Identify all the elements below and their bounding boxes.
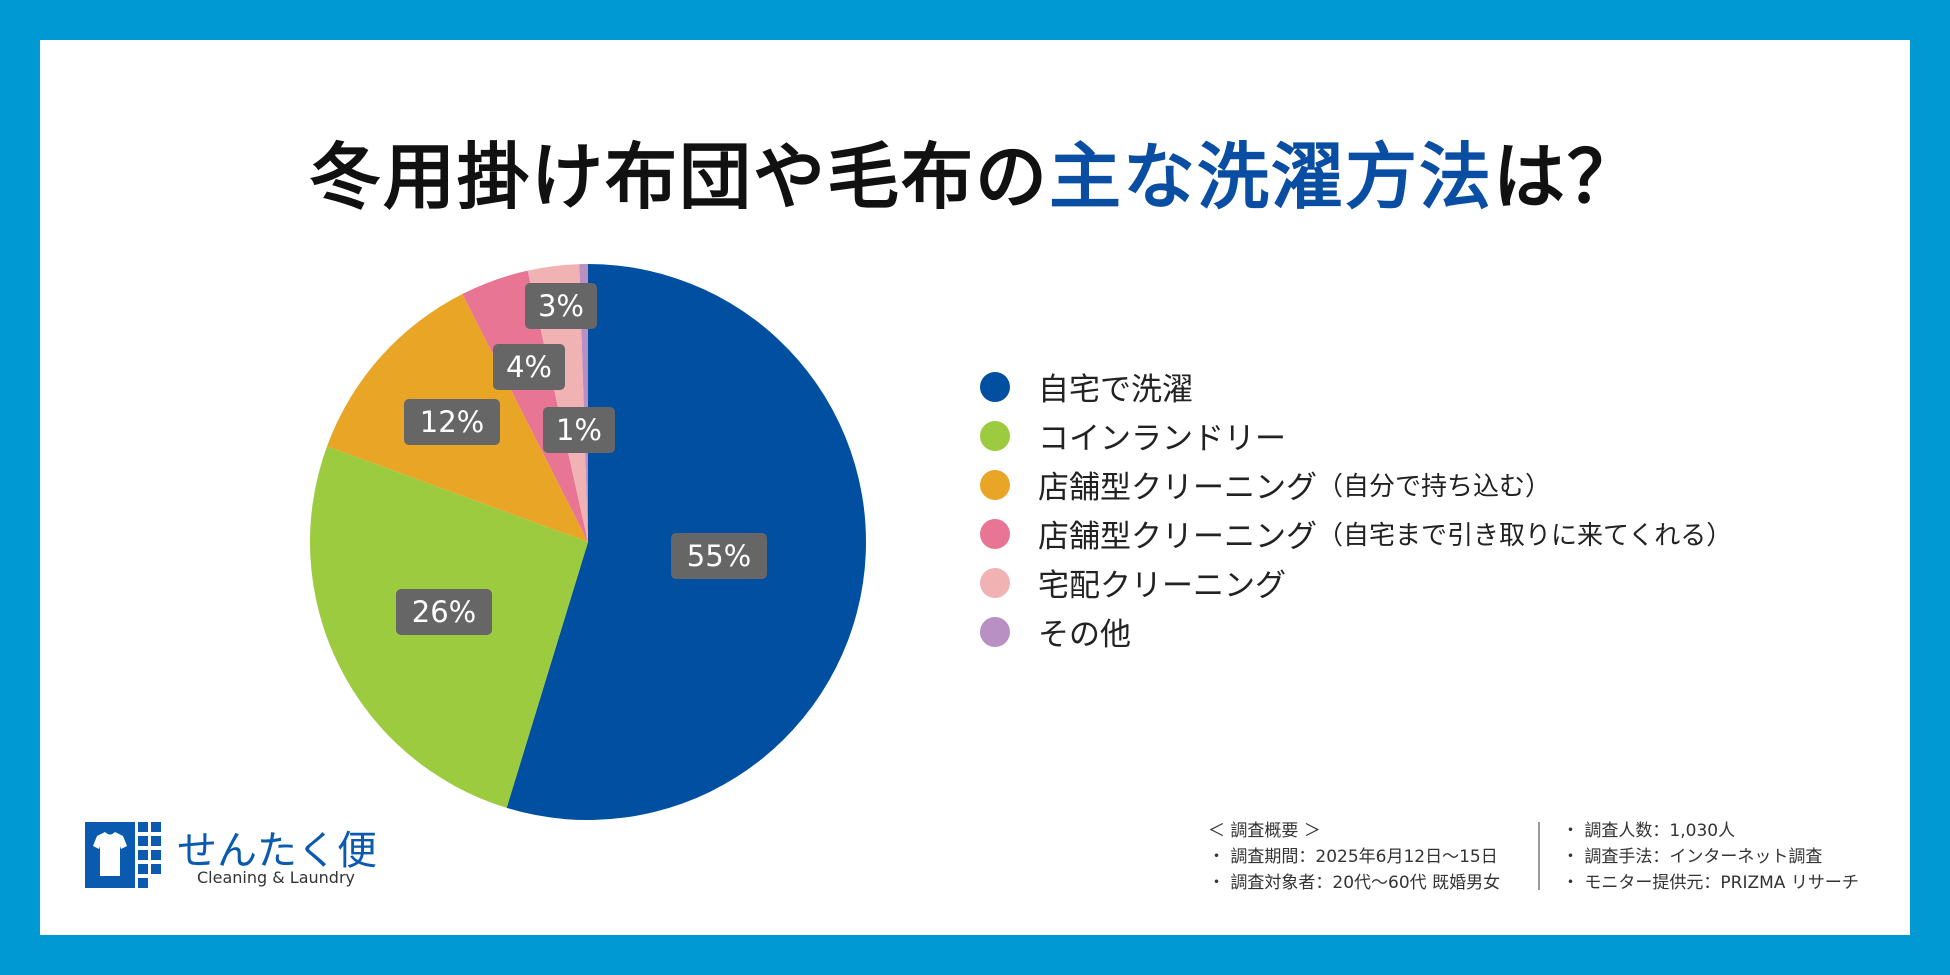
survey-summary: ＜ 調査概要 ＞ ・ 調査期間：2025年6月12日～15日 ・ 調査対象者：2… (1208, 818, 1500, 896)
survey-divider (1538, 822, 1540, 890)
slice-value-label: 12% (404, 399, 500, 445)
legend-label: 自宅で洗濯 (1038, 372, 1193, 408)
legend-label: 店舗型クリーニング (1038, 470, 1317, 506)
legend-item: 宅配クリーニング (980, 558, 1732, 607)
survey-heading: ＜ 調査概要 ＞ (1208, 821, 1321, 841)
legend-note: （自宅まで引き取りに来てくれる） (1317, 521, 1733, 551)
pie-slice (527, 264, 588, 542)
slice-value-label: 26% (396, 589, 492, 635)
svg-text:3%: 3% (538, 289, 584, 323)
legend-note: （自分で持ち込む） (1317, 472, 1552, 502)
legend-swatch (980, 567, 1010, 598)
slice-value-label: 1% (543, 407, 615, 453)
svg-text:12%: 12% (420, 405, 484, 439)
slice-value-label: 4% (493, 344, 565, 390)
legend-swatch (980, 420, 1010, 451)
legend-swatch (980, 371, 1010, 402)
survey-provider: ・ モニター提供元：PRIZMA リサーチ (1562, 873, 1859, 893)
title-highlight: 主な洗濯方法 (1048, 135, 1493, 219)
legend-item: その他 (980, 607, 1732, 656)
legend-label: 宅配クリーニング (1038, 568, 1286, 604)
title-suffix: は？ (1493, 135, 1642, 219)
legend-swatch (980, 616, 1010, 647)
survey-method: ・ 調査手法：インターネット調査 (1562, 847, 1823, 867)
logo-name: せんたく便 (177, 828, 377, 874)
legend-swatch (980, 469, 1010, 500)
chart-legend: 自宅で洗濯 コインランドリー 店舗型クリーニング （自分で持ち込む） 店舗型クリーニング… (980, 362, 1732, 656)
survey-count: ・ 調査人数：1,030人 (1562, 821, 1736, 841)
survey-period: ・ 調査期間：2025年6月12日～15日 (1208, 847, 1498, 867)
brand-logo: せんたく便 Cleaning & Laundry (85, 822, 385, 892)
svg-text:1%: 1% (556, 413, 602, 447)
svg-text:26%: 26% (412, 595, 476, 629)
survey-details: ・ 調査人数：1,030人 ・ 調査手法：インターネット調査 ・ モニター提供元… (1562, 818, 1859, 896)
slice-value-label: 3% (525, 283, 597, 329)
title-prefix: 冬用掛け布団や毛布の (308, 135, 1049, 219)
svg-text:55%: 55% (687, 539, 751, 573)
slice-value-label: 55% (671, 533, 767, 579)
legend-label: その他 (1038, 617, 1131, 653)
legend-label: 店舗型クリーニング (1038, 519, 1317, 555)
legend-item: コインランドリー (980, 411, 1732, 460)
svg-text:4%: 4% (506, 350, 552, 384)
shirt-logo-icon (85, 822, 161, 888)
legend-item: 店舗型クリーニング （自宅まで引き取りに来てくれる） (980, 509, 1732, 558)
survey-target: ・ 調査対象者：20代～60代 既婚男女 (1208, 873, 1501, 893)
legend-item: 店舗型クリーニング （自分で持ち込む） (980, 460, 1732, 509)
legend-label: コインランドリー (1038, 421, 1286, 457)
legend-swatch (980, 518, 1010, 549)
chart-title: 冬用掛け布団や毛布の主な洗濯方法は？ (0, 118, 1950, 223)
legend-item: 自宅で洗濯 (980, 362, 1732, 411)
pie-slice (462, 270, 588, 542)
pie-slice (579, 264, 588, 542)
logo-tagline: Cleaning & Laundry (197, 868, 355, 887)
